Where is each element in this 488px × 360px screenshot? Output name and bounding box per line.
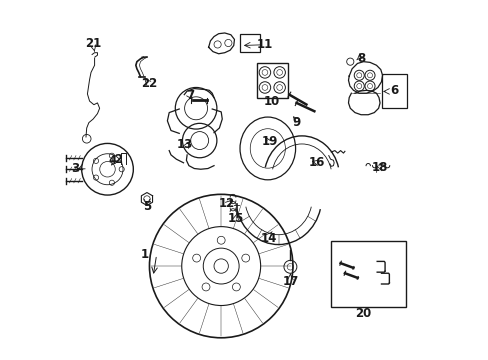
Text: 4: 4 bbox=[108, 154, 117, 167]
Text: 8: 8 bbox=[356, 51, 365, 64]
Bar bbox=[382, 74, 407, 108]
Text: 15: 15 bbox=[227, 212, 244, 225]
Text: 3: 3 bbox=[71, 162, 79, 175]
Text: 19: 19 bbox=[262, 135, 278, 148]
Text: 5: 5 bbox=[142, 201, 151, 213]
Text: 10: 10 bbox=[264, 95, 280, 108]
Text: 13: 13 bbox=[176, 138, 192, 151]
Bar bbox=[239, 35, 259, 51]
Text: 12: 12 bbox=[219, 197, 235, 210]
Text: 1: 1 bbox=[141, 248, 148, 261]
Text: 20: 20 bbox=[354, 307, 370, 320]
Text: 2: 2 bbox=[114, 153, 122, 166]
Text: 16: 16 bbox=[308, 156, 325, 169]
Text: 21: 21 bbox=[85, 37, 101, 50]
Text: 11: 11 bbox=[256, 38, 272, 51]
Bar bbox=[330, 241, 405, 307]
Text: 9: 9 bbox=[292, 116, 300, 129]
Text: 6: 6 bbox=[390, 84, 398, 97]
Text: 22: 22 bbox=[141, 77, 157, 90]
Text: 18: 18 bbox=[371, 161, 387, 174]
Text: 17: 17 bbox=[282, 275, 298, 288]
Text: 14: 14 bbox=[260, 231, 276, 244]
Text: 7: 7 bbox=[185, 89, 194, 102]
Bar bbox=[257, 63, 287, 98]
